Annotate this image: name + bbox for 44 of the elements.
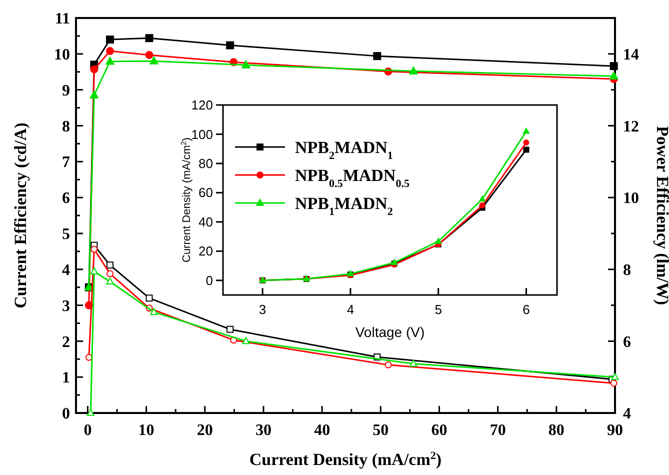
y-tick-label: 7 <box>62 154 70 172</box>
legend-label: NPB$_{1}$MADN$_{2}$ <box>295 194 394 218</box>
y-tick-label: 60 <box>198 185 213 200</box>
y-tick-label: 40 <box>198 214 213 230</box>
y2-tick-label: 14 <box>623 46 639 64</box>
x-axis-title: Current Density (mA/cm$^{2}$) <box>249 450 442 469</box>
x-tick-label: 60 <box>431 422 448 439</box>
y2-tick-label: 12 <box>623 118 639 136</box>
x-axis-title: Voltage (V) <box>355 324 425 340</box>
y2-tick-label: 8 <box>623 262 631 279</box>
y-tick-label: 0 <box>206 272 213 288</box>
x-tick-label: 4 <box>346 302 354 317</box>
y-tick-label: 0 <box>62 406 70 423</box>
y2-tick-label: 4 <box>623 406 631 423</box>
x-tick-label: 6 <box>522 302 530 317</box>
y-tick-label: 20 <box>198 244 213 259</box>
y-tick-label: 11 <box>54 10 70 28</box>
x-tick-label: 70 <box>490 422 506 439</box>
y-axis-title: Current Efficiency (cd/A) <box>11 122 30 308</box>
y-tick-label: 10 <box>54 46 70 64</box>
legend-label: NPB$_{0.5}$MADN$_{0.5}$ <box>295 166 410 190</box>
x-tick-label: 90 <box>607 422 623 439</box>
x-tick-label: 50 <box>372 422 389 439</box>
x-tick-label: 80 <box>548 422 564 439</box>
y-tick-label: 100 <box>191 126 213 142</box>
y2-tick-label: 10 <box>623 190 639 208</box>
y-tick-label: 9 <box>62 82 70 100</box>
x-tick-label: 30 <box>255 422 272 439</box>
x-tick-label: 40 <box>314 422 330 439</box>
y2-axis-title: Power Efficiency (lm/W) <box>653 126 669 306</box>
x-tick-label: 5 <box>434 302 442 317</box>
x-tick-label: 10 <box>138 422 154 439</box>
y-tick-label: 120 <box>191 98 213 113</box>
y-tick-label: 5 <box>62 226 70 244</box>
y-tick-label: 8 <box>62 118 70 136</box>
y-tick-label: 6 <box>62 190 70 208</box>
y-tick-label: 4 <box>62 262 70 279</box>
y-tick-label: 1 <box>62 370 70 387</box>
x-tick-label: 3 <box>258 302 266 317</box>
x-tick-label: 0 <box>84 422 92 439</box>
y-tick-label: 80 <box>198 156 213 172</box>
legend-label: NPB$_{2}$MADN$_{1}$ <box>295 138 393 162</box>
y-tick-label: 2 <box>62 334 70 351</box>
y2-tick-label: 6 <box>623 334 631 351</box>
